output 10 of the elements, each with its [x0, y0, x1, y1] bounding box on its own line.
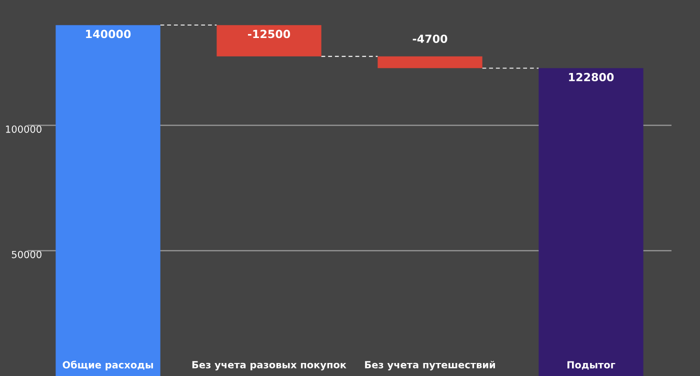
x-tick-label: Без учета разовых покупок: [192, 361, 346, 370]
y-tick-label: 50000: [12, 250, 42, 258]
y-tick-label: 100000: [6, 126, 42, 133]
data-label: 140000: [86, 30, 131, 38]
x-tick-label: Общие расходы: [62, 360, 153, 370]
data-label: 122800: [569, 72, 614, 82]
x-tick-label: Подытог: [567, 361, 616, 370]
x-tick-label: Без учета путешествий: [365, 360, 495, 370]
data-label: -4700: [412, 34, 448, 43]
data-label: -12500: [248, 30, 290, 38]
